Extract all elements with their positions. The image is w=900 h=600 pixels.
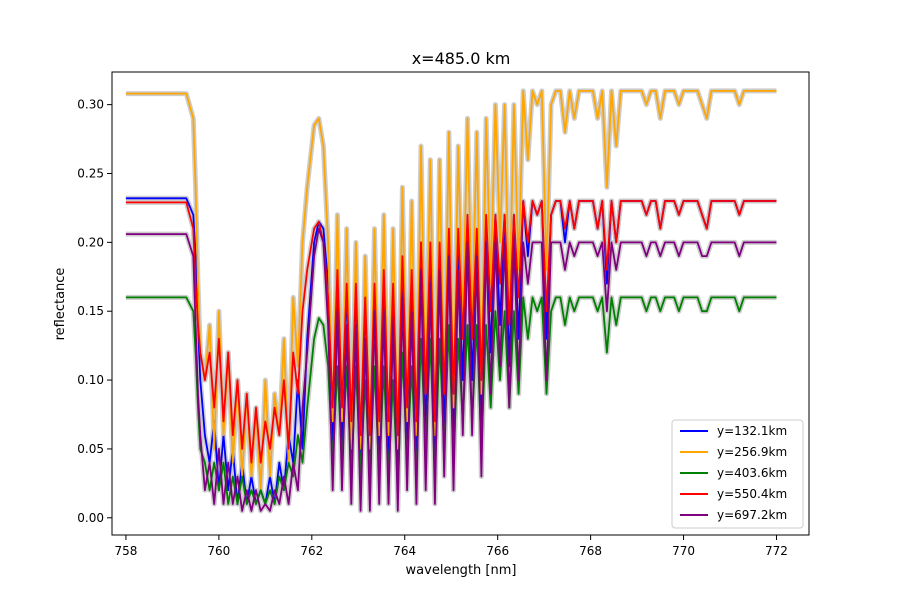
series-lines (125, 90, 777, 512)
x-axis: 758 760 762 764 766 768 770 772 (114, 535, 788, 558)
series-line-4 (125, 200, 777, 464)
series-line-5 (125, 227, 777, 512)
x-tick-label: 762 (300, 544, 323, 558)
y-axis: 0.00 0.05 0.10 0.15 0.20 0.25 0.30 (77, 98, 112, 525)
x-tick-label: 760 (207, 544, 230, 558)
x-tick-label: 758 (114, 544, 137, 558)
x-tick-label: 770 (672, 544, 695, 558)
legend-label: y=403.6km (717, 466, 787, 480)
y-tick-label: 0.05 (77, 442, 104, 456)
y-tick-label: 0.10 (77, 373, 104, 387)
legend-label: y=256.9km (717, 445, 787, 459)
legend-label: y=697.2km (717, 508, 787, 522)
y-tick-label: 0.20 (77, 235, 104, 249)
series-line-2 (125, 90, 777, 492)
x-tick-label: 764 (393, 544, 416, 558)
x-tick-label: 772 (765, 544, 788, 558)
legend-label: y=132.1km (717, 424, 787, 438)
axes-frame (111, 71, 810, 536)
legend: y=132.1km y=256.9km y=403.6km y=550.4km y=69… (671, 419, 804, 529)
plot-area (125, 88, 777, 514)
chart-title: x=485.0 km (412, 49, 511, 68)
y-tick-label: 0.30 (77, 98, 104, 112)
y-tick-label: 0.00 (77, 511, 104, 525)
x-axis-label: wavelength [nm] (406, 563, 517, 578)
y-axis-label: reflectance (53, 268, 68, 341)
y-tick-label: 0.15 (77, 304, 104, 318)
x-tick-label: 766 (486, 544, 509, 558)
legend-frame (671, 419, 804, 529)
legend-label: y=550.4km (717, 487, 787, 501)
x-tick-label: 768 (579, 544, 602, 558)
y-tick-label: 0.25 (77, 166, 104, 180)
